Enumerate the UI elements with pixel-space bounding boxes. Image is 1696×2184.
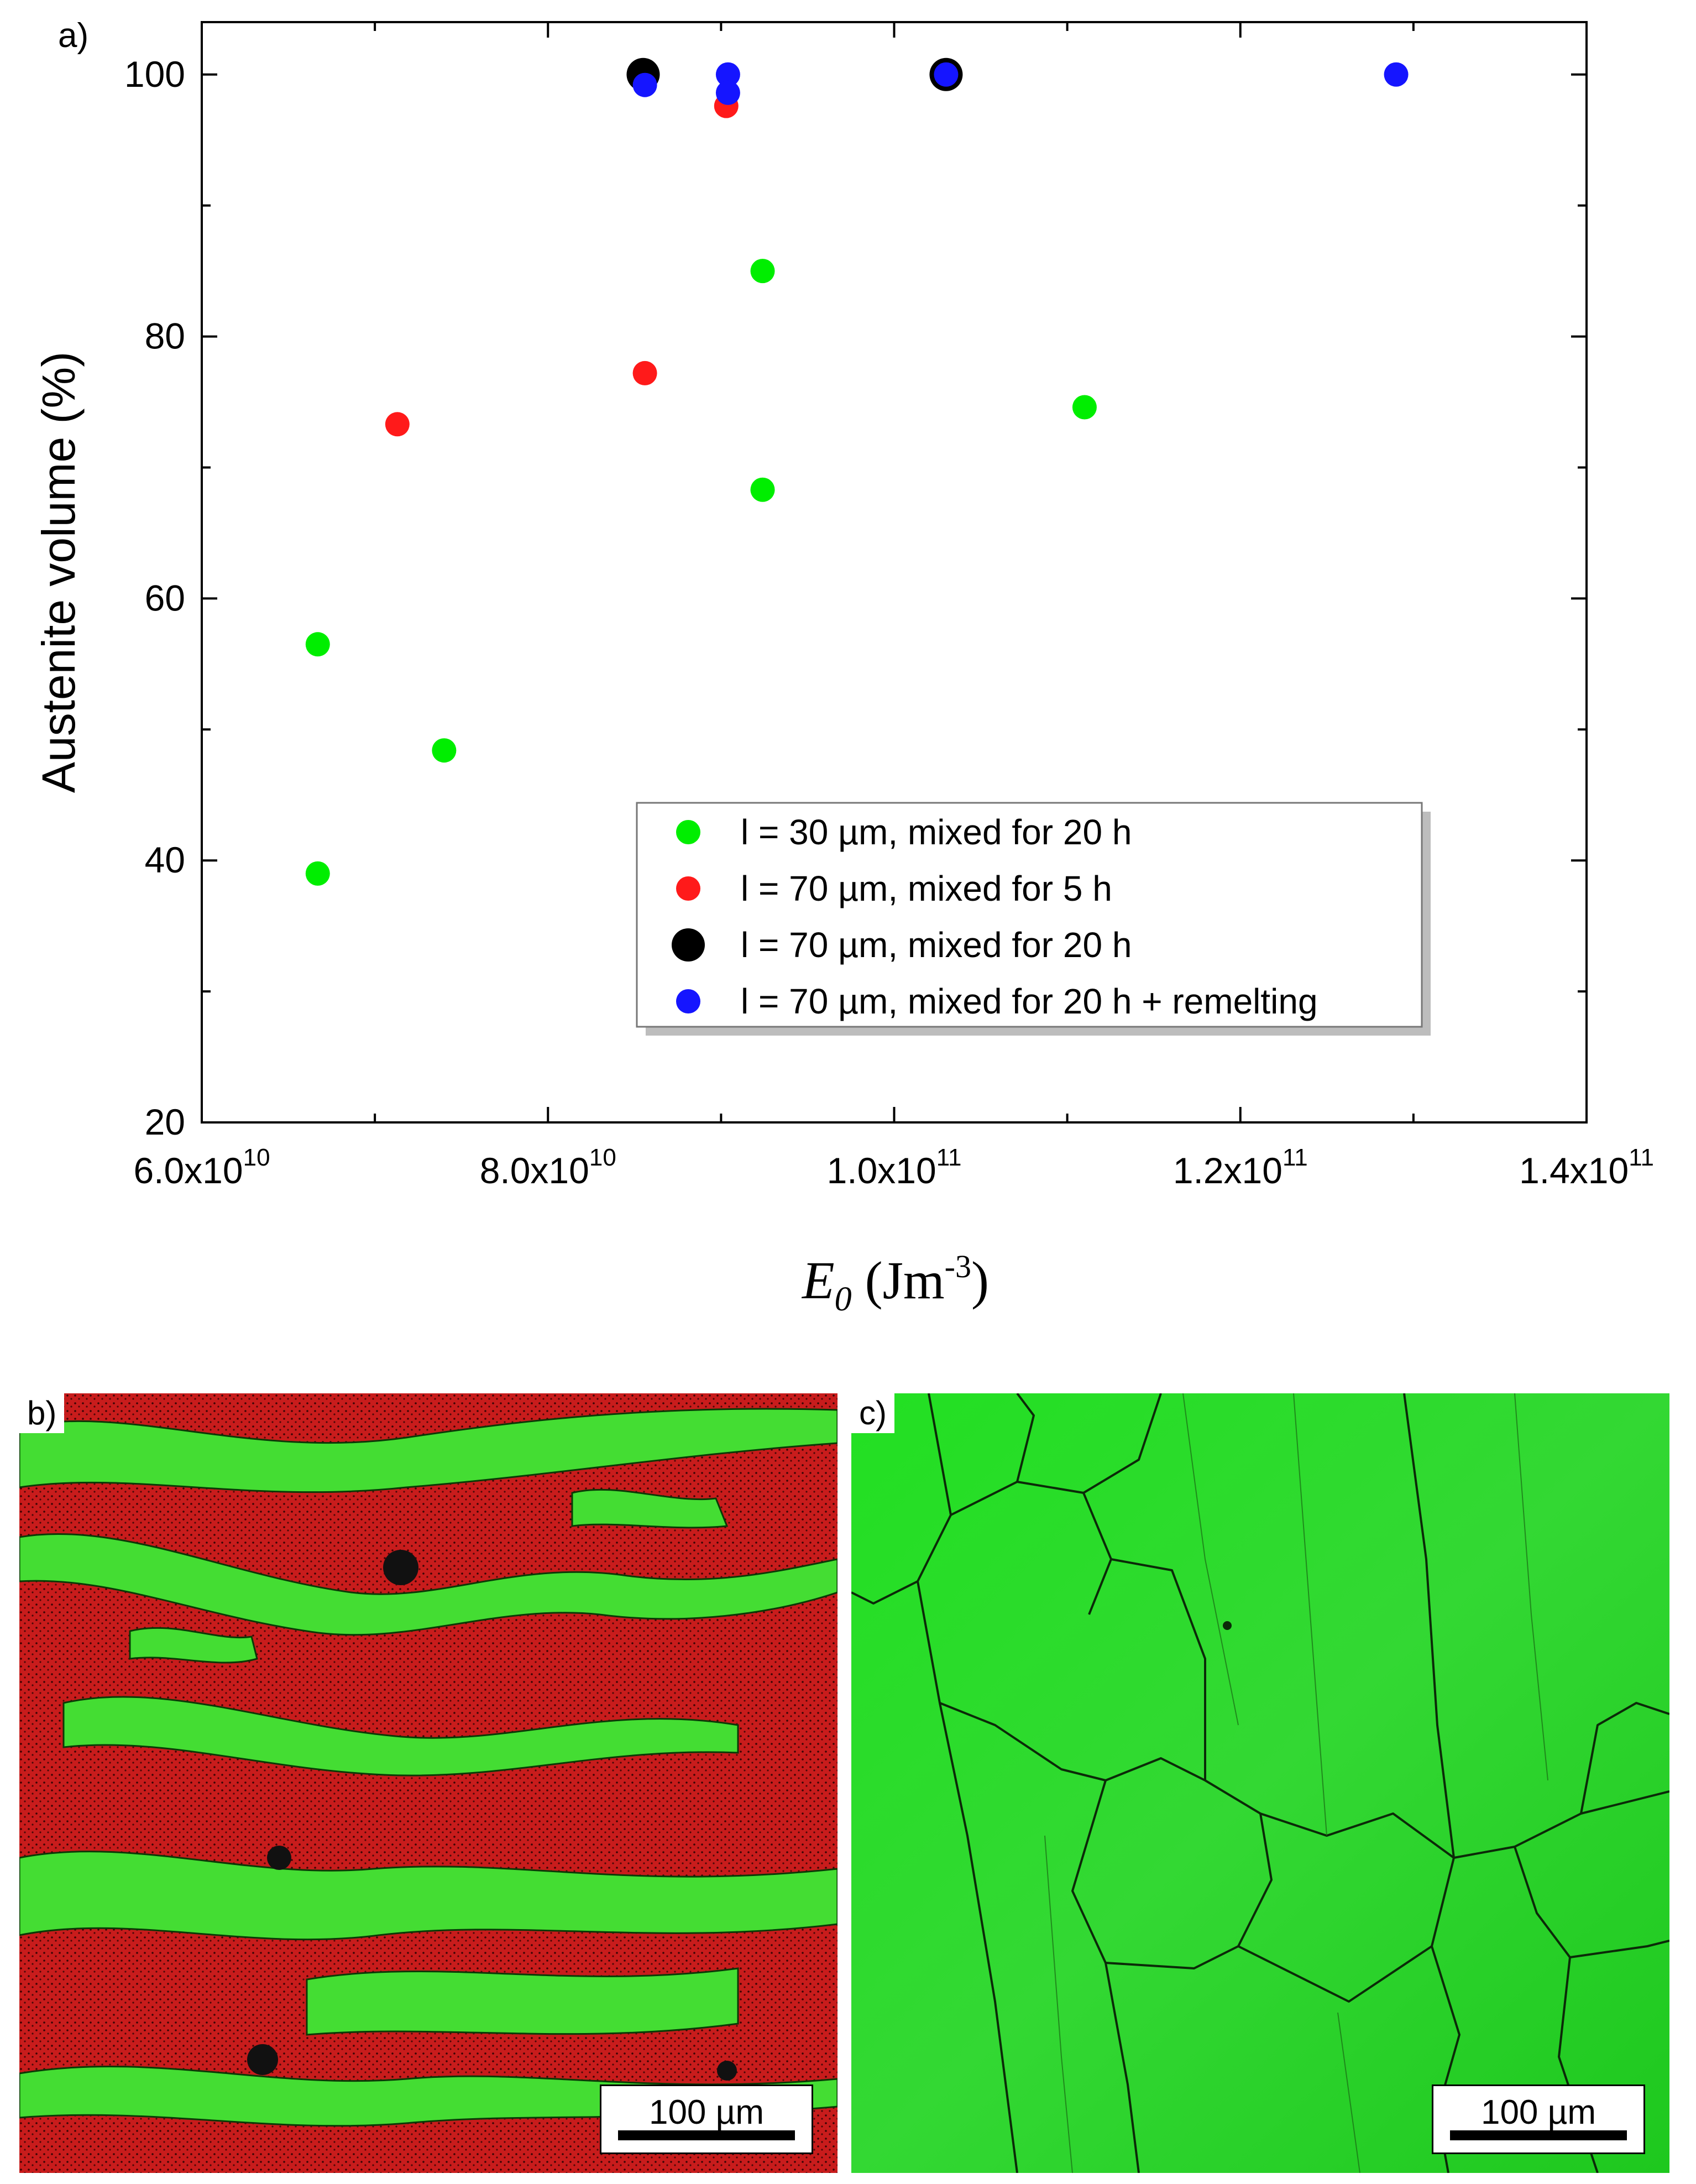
scale-bar-b: 100 µm	[600, 2084, 813, 2154]
phase-map-micrograph: b) 100 µm	[19, 1393, 837, 2173]
x-axis-title: E0 (Jm-3)	[801, 1248, 989, 1318]
x-tick-label: 1.0x1011	[827, 1144, 962, 1191]
legend-label: l = 70 µm, mixed for 20 h	[741, 925, 1132, 965]
legend-label: l = 30 µm, mixed for 20 h	[741, 812, 1132, 852]
data-point-series-2	[385, 412, 410, 437]
axis-ticks: 20 40 60 80 100 6.0x1010 8.0x1010 1.0x1011 1.2x1…	[124, 22, 1654, 1191]
legend-marker	[672, 928, 705, 962]
data-points	[305, 58, 1409, 886]
data-point-series-4	[934, 62, 959, 87]
panel-b-label: b)	[19, 1393, 65, 1433]
data-point-series-1	[750, 477, 775, 502]
data-point-series-1	[432, 738, 457, 763]
data-point-series-2	[632, 360, 657, 385]
data-point-series-1	[1072, 395, 1097, 420]
data-point-series-1	[305, 632, 330, 657]
data-point-series-4	[715, 80, 740, 105]
y-tick-label: 20	[145, 1101, 185, 1142]
legend-box	[636, 802, 1423, 1028]
y-tick-label: 100	[124, 54, 185, 95]
scale-bar-c-label: 100 µm	[1480, 2093, 1596, 2131]
panel-a-label: a)	[58, 17, 88, 55]
x-tick-label: 8.0x1010	[480, 1144, 616, 1191]
x-tick-label: 6.0x1010	[133, 1144, 270, 1191]
data-point-series-1	[750, 259, 775, 284]
y-tick-label: 80	[145, 316, 185, 357]
legend-marker	[676, 820, 700, 844]
scale-bar-c: 100 µm	[1432, 2084, 1645, 2154]
scale-bar-b-line	[618, 2130, 795, 2140]
x-tick-label: 1.2x1011	[1173, 1144, 1308, 1191]
legend-marker	[676, 989, 700, 1013]
scale-bar-b-label: 100 µm	[648, 2093, 765, 2131]
panel-c-label: c)	[851, 1393, 894, 1433]
legend-label: l = 70 µm, mixed for 20 h + remelting	[741, 981, 1318, 1021]
legend: l = 30 µm, mixed for 20 h l = 70 µm, mixe…	[636, 802, 1431, 1036]
scatter-chart: a) 20 40 60 80 100 6.0x1010 8.0x1010 1.0x1011 1.…	[33, 17, 1654, 1318]
legend-marker	[676, 876, 700, 901]
legend-label: l = 70 µm, mixed for 5 h	[741, 869, 1112, 908]
y-axis-title: Austenite volume (%)	[33, 352, 85, 793]
austenite-grain-micrograph: c) 100 µm	[851, 1393, 1669, 2173]
data-point-series-4	[1384, 62, 1409, 87]
y-tick-label: 60	[145, 577, 185, 618]
data-point-series-1	[305, 861, 330, 886]
data-point-series-4	[715, 62, 740, 87]
data-point-series-4	[632, 72, 657, 97]
x-tick-label: 1.4x1011	[1519, 1144, 1654, 1191]
scale-bar-c-line	[1450, 2130, 1627, 2140]
y-tick-label: 40	[145, 839, 185, 880]
